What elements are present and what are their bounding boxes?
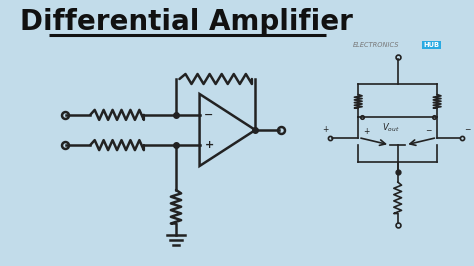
Text: +: + — [364, 127, 370, 135]
Text: ELECTRONICS: ELECTRONICS — [353, 42, 400, 48]
Text: −: − — [204, 109, 214, 119]
Text: $V_{out}$: $V_{out}$ — [383, 121, 400, 134]
Text: +: + — [322, 125, 328, 134]
Text: HUB: HUB — [423, 42, 439, 48]
Text: Differential Amplifier: Differential Amplifier — [20, 9, 353, 36]
Text: −: − — [425, 127, 432, 135]
Text: +: + — [204, 140, 214, 150]
Text: −: − — [464, 125, 470, 134]
